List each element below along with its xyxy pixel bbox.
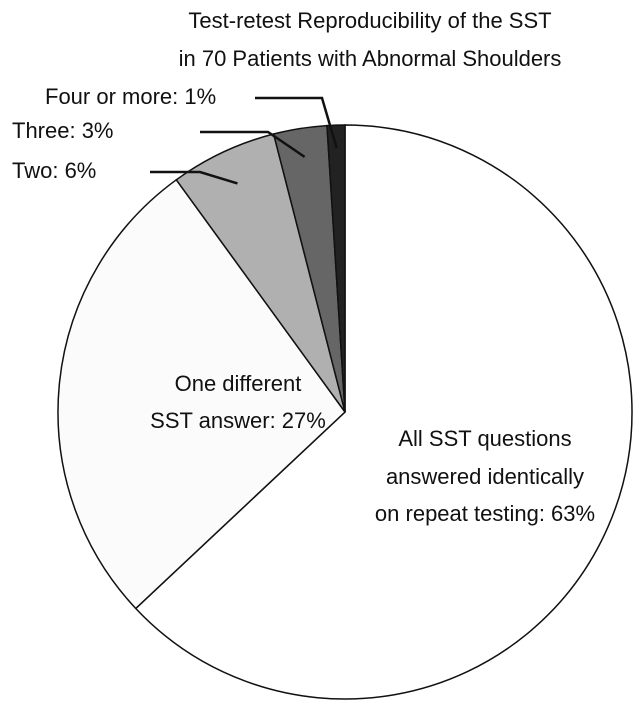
slice-label: One different xyxy=(175,371,302,396)
slice-label: All SST questions xyxy=(398,426,571,451)
slice-label: answered identically xyxy=(386,464,584,489)
slice-label: Four or more: 1% xyxy=(45,84,216,109)
leader-line xyxy=(150,170,238,185)
slice-label: on repeat testing: 63% xyxy=(375,501,595,526)
slice-label: Two: 6% xyxy=(12,158,96,183)
pie-slice xyxy=(134,124,633,700)
slice-label: Three: 3% xyxy=(12,118,114,143)
slice-label: SST answer: 27% xyxy=(150,408,326,433)
leader-line xyxy=(200,130,306,158)
leader-line xyxy=(255,96,338,149)
chart-title: Test-retest Reproducibility of the SST xyxy=(188,8,551,33)
pie-slice xyxy=(326,124,346,413)
chart-title: in 70 Patients with Abnormal Shoulders xyxy=(179,46,562,71)
pie-slice xyxy=(57,178,346,610)
